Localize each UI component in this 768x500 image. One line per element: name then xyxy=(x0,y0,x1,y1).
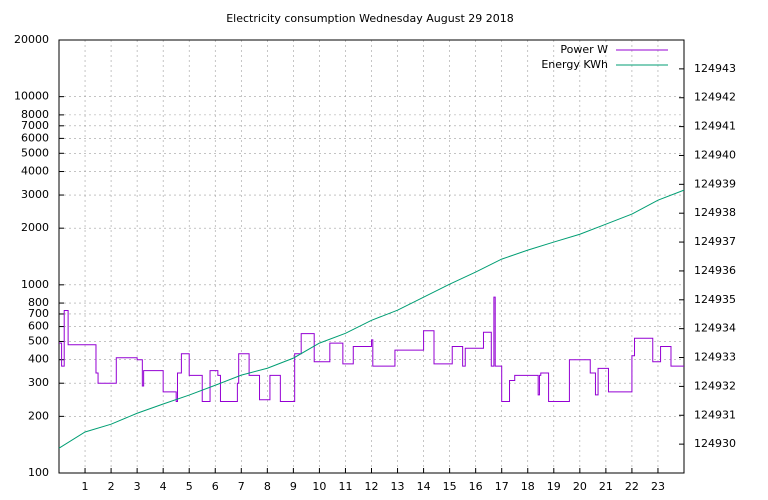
legend-label: Energy KWh xyxy=(541,58,608,71)
x-tick-label: 19 xyxy=(547,480,561,493)
x-tick-label: 8 xyxy=(264,480,271,493)
x-tick-label: 20 xyxy=(573,480,587,493)
y-tick-label: 8000 xyxy=(21,108,49,121)
series-line xyxy=(58,189,685,449)
y-tick-label: 400 xyxy=(28,353,49,366)
x-tick-label: 22 xyxy=(625,480,639,493)
y2-tick-label: 124941 xyxy=(694,120,736,133)
y-tick-label: 20000 xyxy=(14,33,49,46)
y2-tick-label: 124943 xyxy=(694,62,736,75)
x-tick-label: 11 xyxy=(338,480,352,493)
x-tick-label: 3 xyxy=(134,480,141,493)
x-tick-label: 12 xyxy=(365,480,379,493)
chart-title: Electricity consumption Wednesday August… xyxy=(226,12,514,25)
y2-tick-label: 124938 xyxy=(694,206,736,219)
y-tick-label: 2000 xyxy=(21,221,49,234)
x-tick-label: 14 xyxy=(417,480,431,493)
y-tick-label: 300 xyxy=(28,376,49,389)
x-tick-label: 5 xyxy=(186,480,193,493)
x-tick-label: 7 xyxy=(238,480,245,493)
x-tick-label: 23 xyxy=(651,480,665,493)
plot-frame xyxy=(58,39,685,474)
y2-tick-label: 124934 xyxy=(694,322,736,335)
x-tick-label: 16 xyxy=(469,480,483,493)
x-tick-label: 21 xyxy=(599,480,613,493)
y-tick-label: 600 xyxy=(28,320,49,333)
y2-tick-label: 124930 xyxy=(694,437,736,450)
x-tick-label: 15 xyxy=(443,480,457,493)
y2-tick-label: 124931 xyxy=(694,408,736,421)
x-tick-label: 4 xyxy=(160,480,167,493)
y-tick-label: 3000 xyxy=(21,188,49,201)
y-tick-label: 700 xyxy=(28,307,49,320)
y-tick-label: 4000 xyxy=(21,165,49,178)
x-tick-label: 18 xyxy=(521,480,535,493)
series-line xyxy=(59,296,684,402)
y2-tick-label: 124940 xyxy=(694,148,736,161)
x-tick-label: 2 xyxy=(108,480,115,493)
x-tick-label: 9 xyxy=(290,480,297,493)
y-tick-label: 6000 xyxy=(21,131,49,144)
y-tick-label: 5000 xyxy=(21,146,49,159)
x-tick-label: 10 xyxy=(312,480,326,493)
y2-tick-label: 124932 xyxy=(694,379,736,392)
x-tick-label: 1 xyxy=(82,480,89,493)
y2-tick-label: 124942 xyxy=(694,91,736,104)
y2-tick-label: 124939 xyxy=(694,177,736,190)
y-tick-label: 7000 xyxy=(21,119,49,132)
y2-tick-label: 124933 xyxy=(694,351,736,364)
y-tick-label: 800 xyxy=(28,296,49,309)
y-tick-label: 200 xyxy=(28,409,49,422)
y-tick-label: 500 xyxy=(28,334,49,347)
y2-tick-label: 124937 xyxy=(694,235,736,248)
y-tick-label: 10000 xyxy=(14,90,49,103)
y2-tick-label: 124935 xyxy=(694,293,736,306)
y-tick-label: 100 xyxy=(28,466,49,479)
y-tick-label: 1000 xyxy=(21,278,49,291)
x-tick-label: 13 xyxy=(391,480,405,493)
x-tick-label: 6 xyxy=(212,480,219,493)
y2-tick-label: 124936 xyxy=(694,264,736,277)
x-tick-label: 17 xyxy=(495,480,509,493)
legend-label: Power W xyxy=(560,43,608,56)
